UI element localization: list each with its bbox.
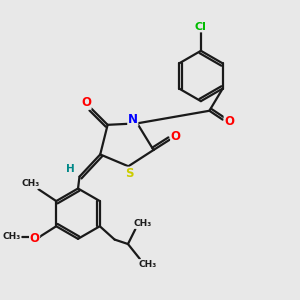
Text: O: O <box>81 96 91 109</box>
Text: CH₃: CH₃ <box>134 219 152 228</box>
Text: CH₃: CH₃ <box>21 179 39 188</box>
Text: S: S <box>125 167 134 180</box>
Text: Cl: Cl <box>195 22 207 32</box>
Text: H: H <box>66 164 75 174</box>
Text: O: O <box>30 232 40 244</box>
Text: O: O <box>224 115 234 128</box>
Text: CH₃: CH₃ <box>3 232 21 241</box>
Text: O: O <box>171 130 181 142</box>
Text: CH₃: CH₃ <box>138 260 156 268</box>
Text: N: N <box>128 113 138 126</box>
